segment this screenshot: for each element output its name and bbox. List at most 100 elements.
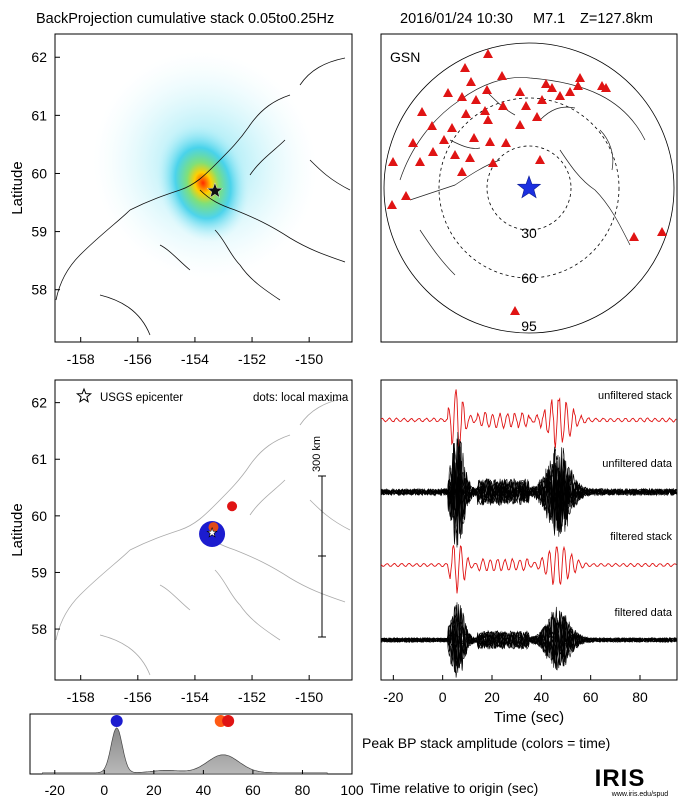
ytick-label-1-0: 58 — [31, 282, 47, 298]
xlabel-waveforms: Time (sec) — [494, 709, 564, 726]
epicenter-star-3 — [206, 526, 218, 538]
peak-xtick-label-1: 0 — [100, 782, 108, 798]
trace-filtered-stack — [381, 545, 677, 594]
peak-dot-0 — [110, 715, 123, 727]
station-marker-4 — [443, 88, 453, 97]
ticks-5: -20 0 20 40 60 80 100 — [45, 770, 364, 798]
waveform-panel: unfiltered stack unfiltered data filtere… — [380, 379, 678, 726]
xtick-label-3-0: -158 — [67, 689, 95, 705]
station-marker-31 — [537, 95, 547, 104]
waveform-traces — [381, 389, 677, 678]
station-marker-20 — [485, 137, 495, 146]
station-marker-8 — [541, 79, 551, 88]
station-marker-5 — [457, 92, 467, 101]
continent-outlines — [399, 77, 646, 276]
xtick-label-1-3: -152 — [238, 351, 266, 367]
ytick-label-1-4: 62 — [31, 49, 47, 65]
iris-logo: IRIS www.iris.edu/spud — [595, 765, 669, 798]
ytick-label-3-0: 58 — [31, 621, 47, 637]
scale-bar-label: 300 km — [311, 436, 323, 472]
ticks-4: -20 0 20 40 60 80 — [383, 675, 648, 705]
peak-title: Peak BP stack amplitude (colors = time) — [362, 735, 610, 751]
xtick-label-1-1: -156 — [124, 351, 152, 367]
station-marker-44 — [535, 155, 545, 164]
xtick-label-1-0: -158 — [67, 351, 95, 367]
ytick-label-3-3: 61 — [31, 451, 47, 467]
station-marker-43 — [565, 87, 575, 96]
trace-unfiltered-stack — [381, 389, 677, 454]
peak-dots — [110, 715, 235, 727]
peak-xtick-label-2: 20 — [146, 782, 162, 798]
maxima-dots — [199, 501, 238, 547]
ylabel-1: Latitude — [9, 161, 26, 214]
waveform-line — [381, 610, 677, 673]
ytick-label-1-3: 61 — [31, 107, 47, 123]
station-marker-17 — [428, 147, 438, 156]
station-marker-24 — [439, 135, 449, 144]
ring-label-95: 95 — [521, 318, 537, 334]
wave-xtick-label-0: -20 — [383, 689, 403, 705]
station-marker-33 — [575, 73, 585, 82]
peak-xtick-label-3: 40 — [196, 782, 212, 798]
station-marker-42 — [532, 112, 542, 121]
wave-xtick-label-5: 80 — [632, 689, 648, 705]
peak-dot-2 — [222, 715, 235, 727]
peak-xtick-label-4: 60 — [245, 782, 261, 798]
station-marker-25 — [408, 138, 418, 147]
ytick-label-3-1: 59 — [31, 564, 47, 580]
xtick-label-1-4: -150 — [295, 351, 323, 367]
waveform-line — [381, 606, 677, 669]
epicenter-star-2 — [516, 175, 542, 199]
station-marker-32 — [555, 91, 565, 100]
station-map-panel: GSN 30 60 95 — [380, 33, 678, 343]
event-depth: Z=127.8km — [580, 11, 653, 27]
ring-60 — [438, 97, 620, 279]
epicenter-star-1 — [206, 182, 224, 198]
station-marker-35 — [510, 306, 520, 315]
station-marker-34 — [597, 81, 607, 90]
station-marker-14 — [480, 106, 490, 115]
waveform-line — [381, 616, 677, 670]
xtick-label-3-2: -154 — [181, 689, 209, 705]
station-marker-15 — [461, 109, 471, 118]
station-marker-19 — [465, 153, 475, 162]
ring-label-60: 60 — [521, 270, 537, 286]
ytick-label-3-2: 60 — [31, 508, 47, 524]
station-marker-28 — [457, 167, 467, 176]
trace-label-filtered-stack: filtered stack — [610, 531, 672, 543]
station-marker-38 — [488, 158, 498, 167]
station-marker-41 — [483, 115, 493, 124]
network-label: GSN — [390, 49, 420, 65]
event-time: 2016/01/24 10:30 — [400, 11, 513, 27]
trace-label-unfiltered-data: unfiltered data — [602, 458, 673, 470]
coastline — [55, 57, 351, 336]
station-marker-21 — [501, 138, 511, 147]
waveform-line — [381, 611, 677, 670]
wave-xtick-label-3: 40 — [534, 689, 550, 705]
iris-logo-url: www.iris.edu/spud — [611, 791, 669, 798]
ring-30 — [486, 145, 572, 231]
iris-logo-text: IRIS — [595, 765, 646, 792]
peak-xtick-label-5: 80 — [295, 782, 311, 798]
wave-xtick-label-2: 20 — [484, 689, 500, 705]
xtick-label-1-2: -154 — [181, 351, 209, 367]
station-marker-9 — [573, 81, 583, 90]
legend-epicenter: USGS epicenter — [100, 392, 183, 404]
ticks-1: -158 -156 -154 -152 -150 58 59 60 61 62 — [31, 49, 323, 367]
stations — [387, 49, 667, 315]
station-marker-13 — [498, 101, 508, 110]
station-marker-30 — [387, 200, 397, 209]
station-marker-45 — [471, 95, 481, 104]
peak-area — [42, 727, 328, 775]
station-marker-26 — [388, 157, 398, 166]
event-magnitude: M7.1 — [533, 11, 565, 27]
ylabel-3: Latitude — [9, 503, 26, 556]
station-marker-40 — [427, 121, 437, 130]
station-marker-0 — [483, 49, 493, 58]
legend-dots: dots: local maxima — [253, 392, 349, 404]
station-marker-11 — [547, 83, 557, 92]
stack-map-panel: Latitude -158 -156 -154 -152 -150 58 59 60 61 62 — [9, 33, 353, 367]
xtick-label-3-3: -152 — [238, 689, 266, 705]
station-marker-16 — [417, 107, 427, 116]
